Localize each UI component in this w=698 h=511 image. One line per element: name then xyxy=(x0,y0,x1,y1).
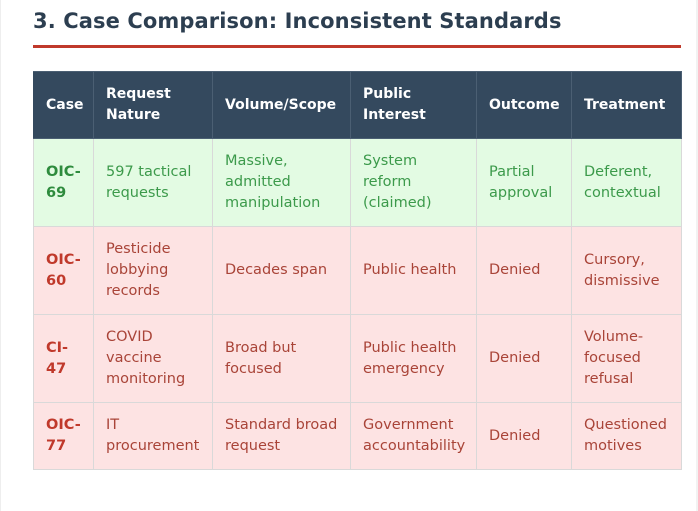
header-outcome: Outcome xyxy=(476,71,572,139)
cell-outcome: Partial approval xyxy=(476,138,572,227)
header-request-nature: Request Nature xyxy=(93,71,213,139)
header-treatment: Treatment xyxy=(571,71,682,139)
header-volume-scope: Volume/Scope xyxy=(212,71,351,139)
cell-volume-scope: Decades span xyxy=(212,226,351,315)
table-row: OIC-60 Pesticide lobbying records Decade… xyxy=(33,226,682,315)
cell-volume-scope: Standard broad request xyxy=(212,402,351,470)
table-row: OIC-69 597 tactical requests Massive, ad… xyxy=(33,138,682,227)
header-case: Case xyxy=(33,71,94,139)
header-public-interest: Public Interest xyxy=(350,71,477,139)
cell-case: OIC-60 xyxy=(33,226,94,315)
cell-treatment: Cursory, dismissive xyxy=(571,226,682,315)
cell-request-nature: 597 tactical requests xyxy=(93,138,213,227)
cell-public-interest: Government accountability xyxy=(350,402,477,470)
cell-request-nature: COVID vaccine monitoring xyxy=(93,314,213,403)
case-comparison-table: Case Request Nature Volume/Scope Public … xyxy=(33,71,682,470)
cell-outcome: Denied xyxy=(476,314,572,403)
table-header-row: Case Request Nature Volume/Scope Public … xyxy=(33,71,682,139)
cell-public-interest: Public health xyxy=(350,226,477,315)
section-title: 3. Case Comparison: Inconsistent Standar… xyxy=(33,9,562,33)
cell-request-nature: IT procurement xyxy=(93,402,213,470)
page-edge xyxy=(696,0,698,511)
table-row: OIC-77 IT procurement Standard broad req… xyxy=(33,402,682,470)
cell-case: CI-47 xyxy=(33,314,94,403)
cell-case: OIC-69 xyxy=(33,138,94,227)
cell-public-interest: System reform (claimed) xyxy=(350,138,477,227)
cell-request-nature: Pesticide lobbying records xyxy=(93,226,213,315)
cell-public-interest: Public health emergency xyxy=(350,314,477,403)
cell-treatment: Volume-focused refusal xyxy=(571,314,682,403)
cell-volume-scope: Massive, admitted manipulation xyxy=(212,138,351,227)
cell-treatment: Deferent, contextual xyxy=(571,138,682,227)
cell-outcome: Denied xyxy=(476,226,572,315)
title-underline xyxy=(33,45,681,48)
cell-volume-scope: Broad but focused xyxy=(212,314,351,403)
cell-case: OIC-77 xyxy=(33,402,94,470)
table-row: CI-47 COVID vaccine monitoring Broad but… xyxy=(33,314,682,403)
cell-treatment: Questioned motives xyxy=(571,402,682,470)
cell-outcome: Denied xyxy=(476,402,572,470)
